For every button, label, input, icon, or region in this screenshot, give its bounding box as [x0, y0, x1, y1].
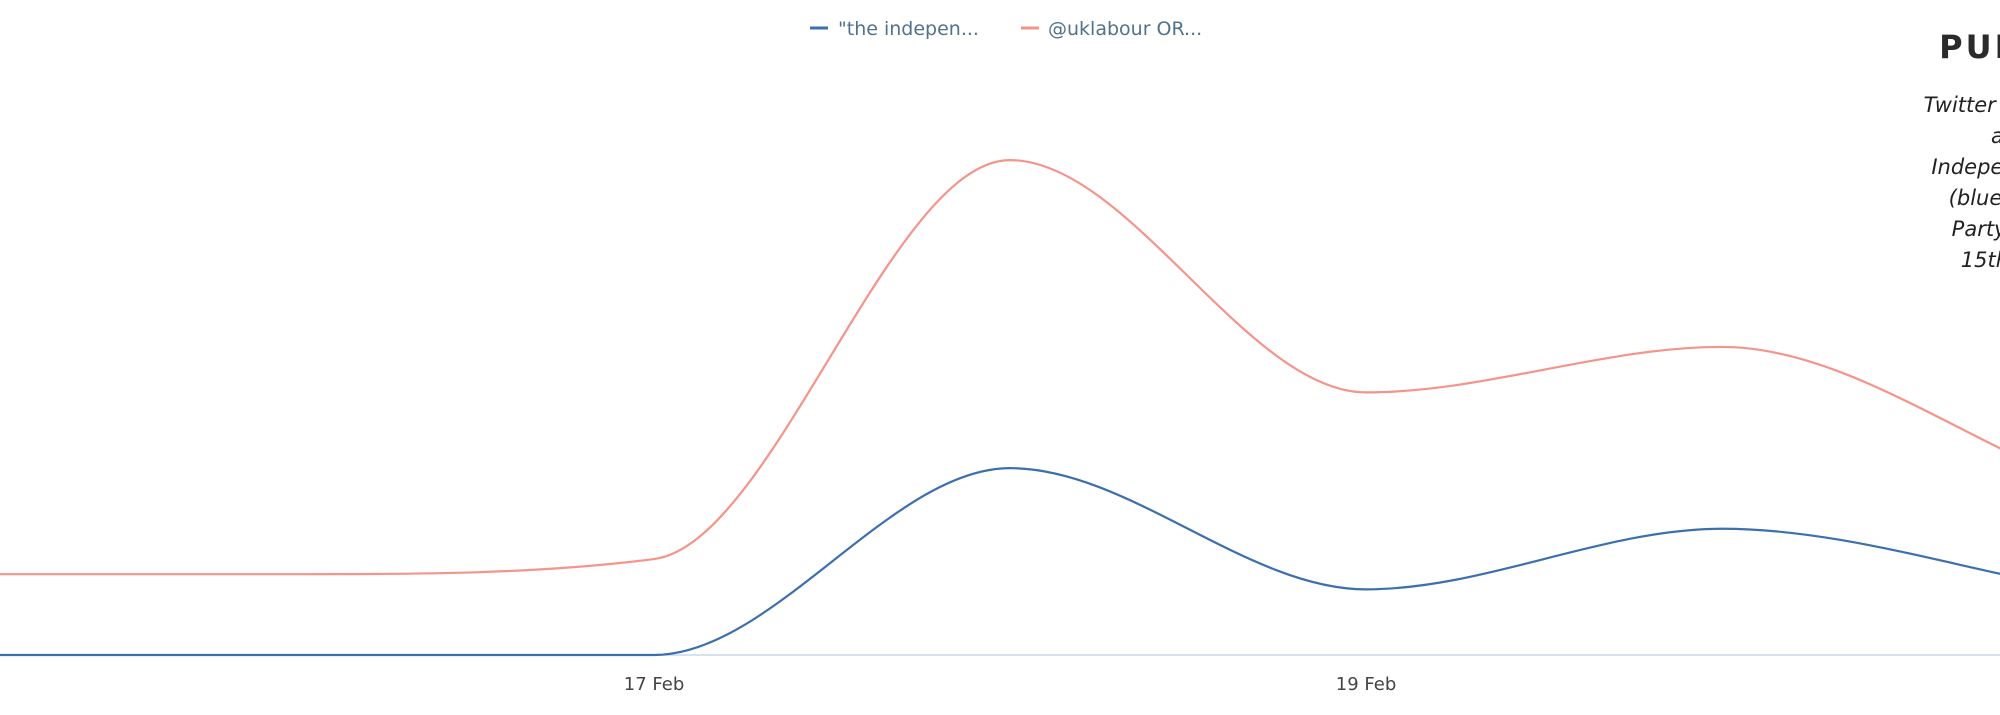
panel-line: abo [1860, 121, 2000, 152]
panel-line: Independ [1931, 155, 2000, 179]
info-panel: PUL Twitter Co abo Independ (blue) a Par… [1860, 28, 2000, 276]
legend-item-uklabour[interactable]: @uklabour OR... [1021, 18, 1202, 40]
panel-line: Twitter Co [1923, 93, 2000, 117]
legend-label-independent: "the indepen... [838, 18, 979, 40]
panel-title: PUL [1939, 28, 2000, 66]
series-line-uklabour [0, 158, 2000, 576]
panel-line: (blue) a [1948, 186, 2000, 210]
x-axis-ticks: 17 Feb 19 Feb [624, 674, 1397, 695]
legend[interactable]: "the indepen... @uklabour OR... [810, 18, 1202, 40]
legend-item-independent[interactable]: "the indepen... [810, 18, 979, 40]
x-tick-label: 19 Feb [1336, 674, 1397, 695]
series-layer [0, 158, 2000, 657]
panel-line: Party (r [1951, 217, 2000, 241]
series-line-independent [0, 467, 2000, 657]
panel-line: 15th-2 [1960, 248, 2000, 272]
panel-description: Twitter Co abo Independ (blue) a Party (… [1860, 90, 2000, 276]
legend-label-uklabour: @uklabour OR... [1048, 18, 1202, 40]
x-tick-label: 17 Feb [624, 674, 685, 695]
